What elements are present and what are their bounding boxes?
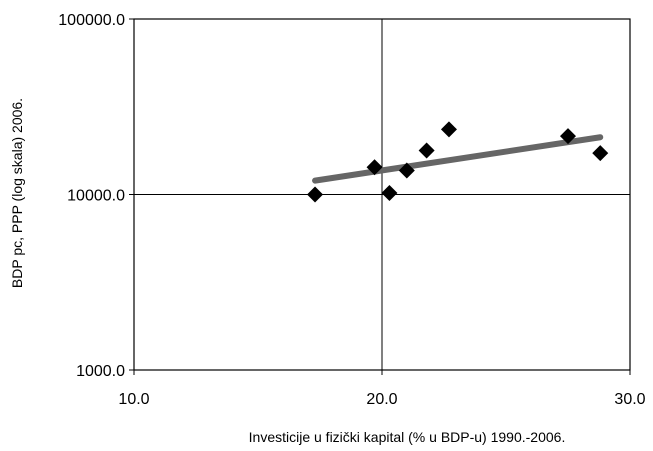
- y-tick-label: 100000.0: [58, 12, 125, 29]
- data-point: [418, 142, 435, 159]
- y-tick-label: 10000.0: [67, 188, 125, 205]
- data-point: [560, 128, 576, 145]
- data-point: [592, 145, 609, 162]
- x-tick-label: 10.0: [118, 391, 149, 408]
- trendline: [312, 134, 604, 184]
- data-point: [307, 186, 324, 203]
- y-axis-label: BDP pc, PPP (log skala) 2006.: [9, 98, 25, 288]
- data-points: [307, 121, 609, 203]
- grid-lines: [134, 19, 630, 370]
- y-tick-label: 1000.0: [76, 363, 125, 380]
- y-axis-ticks: 1000.0 10000.0 100000.0: [58, 12, 134, 380]
- data-point: [381, 184, 398, 201]
- data-point: [440, 121, 457, 138]
- x-axis-label: Investicije u fizički kapital (% u BDP-u…: [249, 429, 566, 445]
- data-point: [366, 159, 383, 176]
- x-axis-ticks: 10.0 20.0 30.0: [118, 370, 646, 408]
- x-tick-label: 20.0: [366, 391, 397, 408]
- data-point: [398, 162, 415, 179]
- x-tick-label: 30.0: [614, 391, 645, 408]
